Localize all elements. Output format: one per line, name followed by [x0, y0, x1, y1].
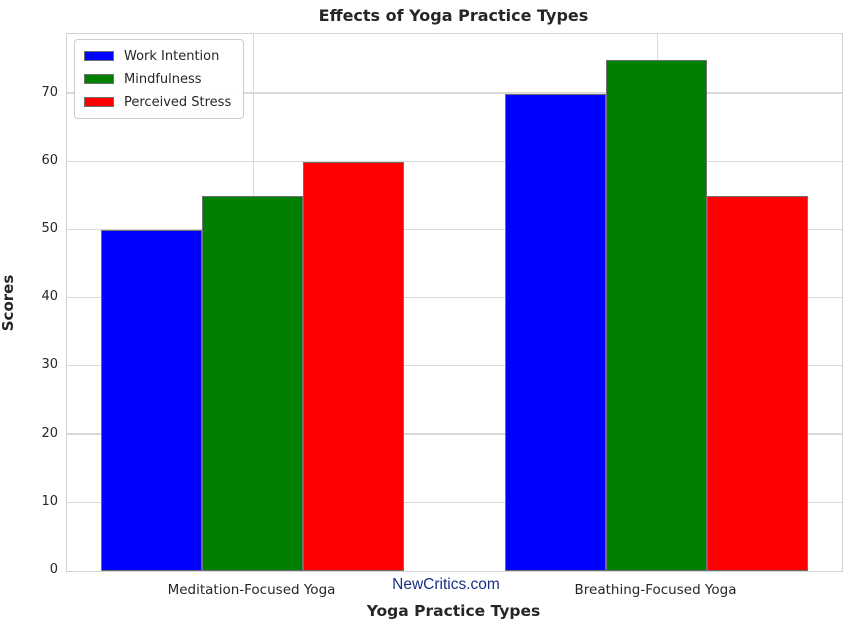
gridline-y-70: [67, 92, 842, 94]
bar-perceived-stress-1: [707, 195, 808, 571]
gridline-y-60: [67, 160, 842, 162]
gridline-y-20: [67, 433, 842, 435]
bar-mindfulness-0: [202, 195, 303, 571]
y-tick-label-70: 70: [41, 84, 58, 100]
legend-swatch-icon: [84, 97, 114, 107]
y-tick-label-10: 10: [41, 493, 58, 509]
legend-label: Work Intention: [124, 48, 220, 64]
x-tick-label-1: Breathing-Focused Yoga: [574, 582, 737, 598]
gridline-y-40: [67, 297, 842, 299]
x-axis-label: Yoga Practice Types: [366, 602, 541, 620]
chart-title: Effects of Yoga Practice Types: [318, 6, 589, 25]
gridline-y-50: [67, 228, 842, 231]
legend-label: Perceived Stress: [124, 94, 232, 110]
bar-work-intention-1: [505, 93, 606, 571]
y-tick-label-0: 0: [49, 562, 58, 577]
legend: Work Intention Mindfulness Perceived Stres…: [74, 39, 245, 119]
x-tick-label-0: Meditation-Focused Yoga: [167, 582, 336, 598]
watermark-text: NewCritics.com: [392, 576, 500, 593]
y-tick-label-40: 40: [41, 289, 58, 305]
plot-area: Work Intention Mindfulness Perceived Stres…: [66, 33, 843, 572]
bar-perceived-stress-0: [303, 161, 404, 571]
y-axis-label: Scores: [0, 274, 17, 332]
gridline-y-30: [67, 365, 842, 367]
legend-label: Mindfulness: [124, 71, 202, 87]
legend-swatch-icon: [84, 74, 114, 84]
y-tick-label-50: 50: [41, 221, 58, 237]
legend-item-perceived-stress: Perceived Stress: [84, 93, 231, 111]
y-tick-label-20: 20: [41, 425, 58, 441]
y-tick-label-30: 30: [41, 357, 58, 373]
bar-work-intention-0: [101, 230, 202, 571]
legend-swatch-icon: [84, 51, 114, 61]
y-tick-label-60: 60: [41, 152, 58, 168]
bar-mindfulness-1: [606, 59, 707, 571]
legend-item-work-intention: Work Intention: [84, 47, 231, 65]
gridline-y-10: [67, 501, 842, 503]
legend-item-mindfulness: Mindfulness: [84, 70, 231, 88]
